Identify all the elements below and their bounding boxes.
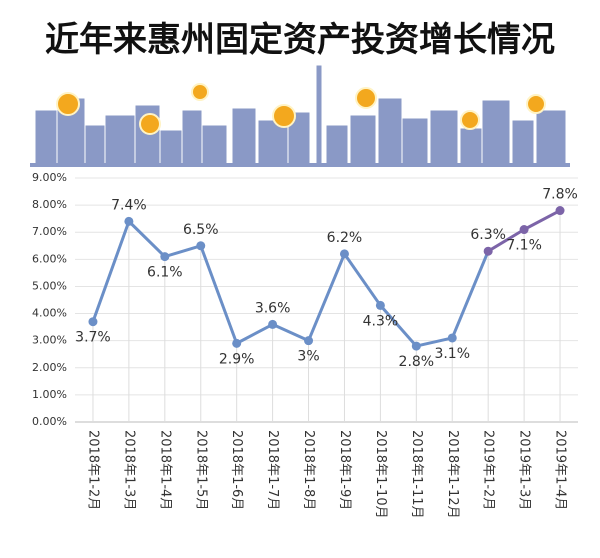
line-segment	[307, 253, 346, 342]
line-segment	[271, 323, 310, 343]
x-tick-label: 2018年1-9月	[337, 430, 352, 510]
data-point	[124, 216, 134, 226]
data-label: 7.1%	[506, 238, 542, 254]
y-tick-label: 6.00%	[32, 252, 67, 265]
data-label: 4.3%	[363, 313, 399, 329]
x-tick-label: 2018年1-4月	[157, 430, 172, 510]
x-tick-label: 2018年1-12月	[445, 430, 460, 519]
x-tick-label: 2019年1-4月	[553, 430, 568, 510]
y-tick-label: 4.00%	[32, 307, 67, 320]
data-point	[447, 333, 457, 343]
y-tick-label: 3.00%	[32, 334, 67, 347]
data-point	[304, 336, 314, 346]
data-label: 3.7%	[75, 330, 111, 346]
line-segment	[164, 244, 202, 259]
x-tick-label: 2018年1-8月	[301, 430, 316, 510]
y-tick-label: 7.00%	[32, 225, 67, 238]
y-tick-label: 0.00%	[32, 415, 67, 428]
y-tick-label: 2.00%	[32, 361, 67, 374]
x-tick-label: 2019年1-3月	[517, 430, 532, 510]
data-point	[519, 225, 529, 235]
data-label: 6.2%	[327, 230, 363, 246]
line-segment	[91, 220, 131, 323]
skyline	[30, 64, 570, 167]
y-tick-label: 9.00%	[32, 171, 67, 184]
data-label: 6.3%	[470, 227, 506, 243]
data-label: 3.6%	[255, 300, 291, 316]
y-tick-label: 8.00%	[32, 198, 67, 211]
line-segment	[523, 209, 561, 231]
x-tick-label: 2018年1-7月	[265, 430, 280, 510]
x-tick-label: 2018年1-2月	[85, 430, 100, 510]
data-point	[555, 206, 565, 216]
x-tick-label: 2019年1-2月	[481, 430, 496, 510]
data-point	[375, 300, 385, 310]
data-point	[232, 338, 242, 348]
x-tick-label: 2018年1-5月	[193, 430, 208, 510]
line-segment	[343, 253, 382, 307]
coins	[56, 83, 546, 135]
x-tick-label: 2018年1-6月	[229, 430, 244, 510]
data-label: 6.1%	[147, 265, 183, 281]
x-tick-label: 2018年1-10月	[373, 430, 388, 519]
y-tick-label: 1.00%	[32, 388, 67, 401]
data-label: 2.9%	[219, 351, 255, 367]
data-label: 7.8%	[542, 187, 578, 203]
x-tick-label: 2018年1-11月	[409, 430, 424, 519]
data-label: 2.8%	[399, 354, 435, 370]
data-point	[339, 249, 349, 259]
line-segment	[199, 245, 239, 344]
data-point	[88, 317, 98, 327]
data-label: 3%	[297, 349, 319, 365]
x-tick-label: 2018年1-3月	[121, 430, 136, 510]
data-point	[196, 241, 206, 251]
data-label: 7.4%	[111, 197, 147, 213]
line-segment	[127, 220, 166, 258]
data-point	[411, 341, 421, 351]
line-segment	[235, 323, 274, 345]
line-segment	[450, 250, 490, 339]
chart-title: 近年来惠州固定资产投资增长情况	[45, 20, 555, 60]
data-label: 6.5%	[183, 222, 219, 238]
data-point	[483, 246, 493, 256]
y-tick-label: 5.00%	[32, 279, 67, 292]
data-point	[160, 252, 170, 262]
line-segment	[487, 228, 525, 253]
data-point	[268, 319, 278, 329]
data-label: 3.1%	[434, 346, 470, 362]
line-segment	[415, 336, 453, 348]
line-segment	[379, 304, 418, 348]
